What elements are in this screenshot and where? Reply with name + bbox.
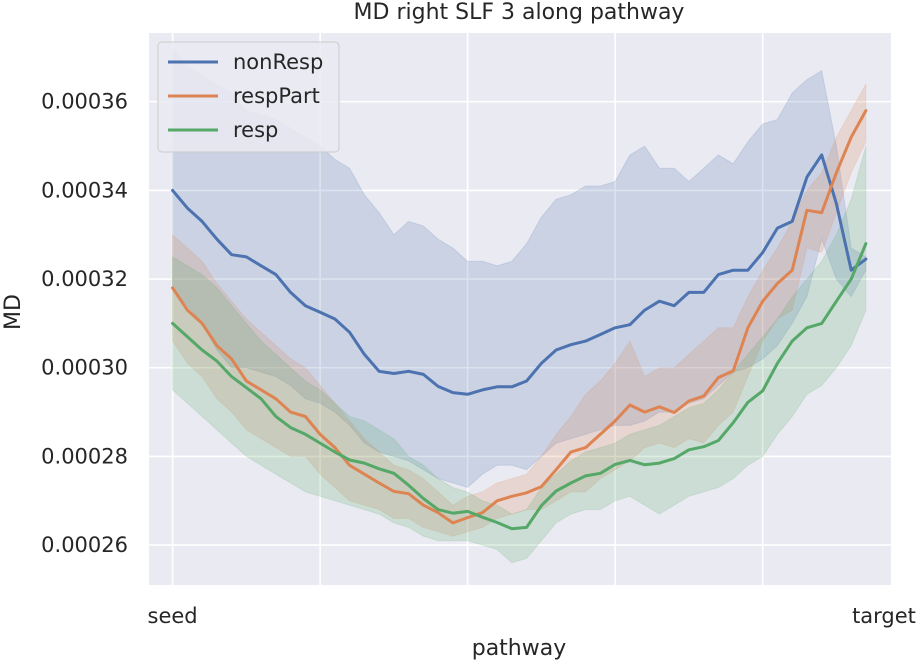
line-resp (171, 242, 868, 531)
band-nonResp (172, 47, 867, 489)
y-tick-label: 0.00030 (41, 356, 128, 380)
y-axis-label: MD (1, 294, 26, 330)
x-tick-label-start: seed (148, 604, 198, 628)
y-tick-label: 0.00034 (41, 178, 128, 202)
chart-title: MD right SLF 3 along pathway (354, 0, 685, 25)
y-tick-label: 0.00028 (41, 444, 128, 468)
line-respPart (171, 109, 868, 525)
axis-ticks: 0.00026 0.00028 0.00030 0.00032 0.00034 0.000… (41, 90, 916, 628)
y-tick-label: 0.00036 (41, 90, 128, 114)
legend-label-resp: resp (233, 118, 278, 142)
band-respPart (172, 83, 867, 537)
legend: nonResp respPart resp (157, 41, 340, 153)
legend-box (157, 41, 340, 153)
series-lines (171, 109, 868, 531)
x-tick-label-end: target (852, 604, 916, 628)
y-tick-label: 0.00026 (41, 533, 128, 557)
legend-label-respPart: respPart (233, 84, 320, 108)
legend-label-nonResp: nonResp (233, 50, 323, 74)
x-axis-label: pathway (472, 636, 567, 661)
y-tick-label: 0.00032 (41, 267, 128, 291)
line-nonResp (171, 153, 868, 396)
